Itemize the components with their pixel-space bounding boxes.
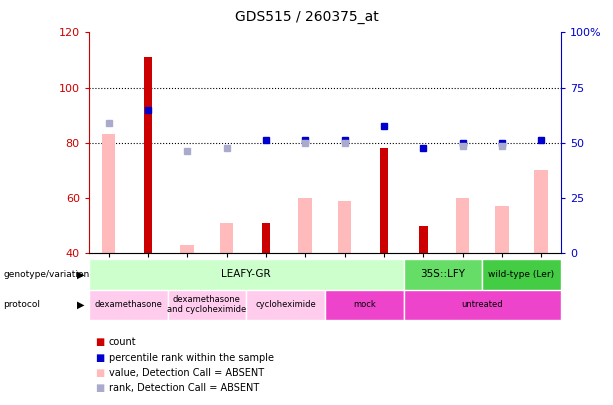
Text: GDS515 / 260375_at: GDS515 / 260375_at bbox=[235, 10, 378, 24]
Text: rank, Detection Call = ABSENT: rank, Detection Call = ABSENT bbox=[109, 384, 259, 393]
Text: ■: ■ bbox=[95, 368, 104, 378]
Bar bbox=[89, 290, 167, 320]
Bar bbox=[167, 290, 246, 320]
Text: ■: ■ bbox=[95, 353, 104, 362]
Text: untreated: untreated bbox=[462, 300, 503, 309]
Bar bbox=[325, 290, 403, 320]
Text: wild-type (Ler): wild-type (Ler) bbox=[489, 270, 555, 279]
Text: dexamethasone: dexamethasone bbox=[94, 300, 162, 309]
Bar bbox=[535, 171, 548, 253]
Bar bbox=[403, 259, 482, 290]
Bar bbox=[262, 223, 270, 253]
Bar bbox=[299, 198, 312, 253]
Text: ▶: ▶ bbox=[77, 269, 85, 279]
Bar bbox=[180, 245, 194, 253]
Bar bbox=[143, 57, 152, 253]
Bar bbox=[89, 259, 403, 290]
Bar bbox=[219, 223, 234, 253]
Text: genotype/variation: genotype/variation bbox=[3, 270, 89, 279]
Text: cycloheximide: cycloheximide bbox=[255, 300, 316, 309]
Bar bbox=[379, 148, 388, 253]
Text: mock: mock bbox=[353, 300, 376, 309]
Bar bbox=[482, 259, 561, 290]
Text: ▶: ▶ bbox=[77, 300, 85, 310]
Text: value, Detection Call = ABSENT: value, Detection Call = ABSENT bbox=[109, 368, 264, 378]
Bar bbox=[246, 290, 325, 320]
Text: dexamethasone
and cycloheximide: dexamethasone and cycloheximide bbox=[167, 295, 246, 314]
Bar bbox=[338, 201, 351, 253]
Text: percentile rank within the sample: percentile rank within the sample bbox=[109, 353, 273, 362]
Text: ■: ■ bbox=[95, 384, 104, 393]
Text: 35S::LFY: 35S::LFY bbox=[421, 269, 465, 279]
Bar bbox=[455, 198, 470, 253]
Bar bbox=[403, 290, 561, 320]
Bar bbox=[495, 206, 509, 253]
Text: ■: ■ bbox=[95, 337, 104, 347]
Bar bbox=[419, 226, 427, 253]
Text: count: count bbox=[109, 337, 136, 347]
Text: LEAFY-GR: LEAFY-GR bbox=[221, 269, 271, 279]
Bar bbox=[102, 134, 115, 253]
Text: protocol: protocol bbox=[3, 300, 40, 309]
